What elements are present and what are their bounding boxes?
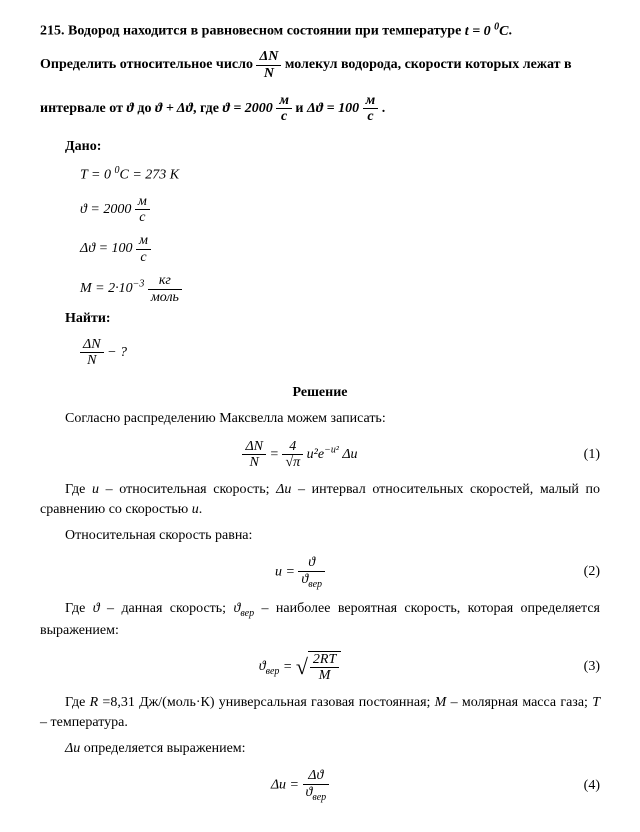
given-theta: ϑ = 2000 м с xyxy=(80,194,600,226)
problem-number: 215. xyxy=(40,24,65,39)
problem-text-6: , где xyxy=(193,101,219,116)
eq-num-4: (4) xyxy=(560,776,600,796)
problem-text-5: до xyxy=(137,101,151,116)
theta-value: ϑ = 2000 м с xyxy=(222,101,295,116)
problem-text-1: Водород находится в равновесном состояни… xyxy=(68,24,461,39)
solution-p6: Δu определяется выражением: xyxy=(40,739,600,759)
solution-p3: Относительная скорость равна: xyxy=(40,526,600,546)
solution-title: Решение xyxy=(40,383,600,403)
eq-num-2: (2) xyxy=(560,562,600,582)
given-label: Дано: xyxy=(65,137,600,157)
problem-text-2: Определить относительное число xyxy=(40,57,253,72)
problem-statement: 215. Водород находится в равновесном сос… xyxy=(40,20,600,41)
solution-p5: Где R =8,31 Дж/(моль·К) универсальная га… xyxy=(40,693,600,732)
given-T: T = 0 0C = 273 К xyxy=(80,164,600,185)
temp-expr: t = 0 0С xyxy=(465,24,509,39)
solution-p2: Где u – относительная скорость; Δu – инт… xyxy=(40,480,600,519)
equation-1: ΔN N = 4 √π u²e−u² Δu (1) xyxy=(40,439,600,471)
theta-plus: ϑ + Δϑ xyxy=(155,101,193,116)
solution-p1: Согласно распределению Максвелла можем з… xyxy=(40,409,600,429)
equation-3: ϑвер = √ 2RT M (3) xyxy=(40,651,600,684)
theta-var: ϑ xyxy=(126,101,133,116)
eq-num-3: (3) xyxy=(560,657,600,677)
equation-4: Δu = Δϑ ϑвер (4) xyxy=(40,768,600,802)
period: . xyxy=(382,101,386,116)
find-expr: ΔN N − ? xyxy=(80,337,600,369)
problem-statement-3: интервале от ϑ до ϑ + Δϑ, где ϑ = 2000 м… xyxy=(40,93,600,125)
given-dtheta: Δϑ = 100 м с xyxy=(80,233,600,265)
solution-p4: Где ϑ – данная скорость; ϑвер – наиболее… xyxy=(40,599,600,640)
eq-num-1: (1) xyxy=(560,445,600,465)
dtheta-value: Δϑ = 100 м с xyxy=(307,101,382,116)
problem-text-4: интервале от xyxy=(40,101,123,116)
find-label: Найти: xyxy=(65,309,600,329)
problem-text-3: молекул водорода, скорости которых лежат… xyxy=(285,57,572,72)
equation-2: u = ϑ ϑвер (2) xyxy=(40,555,600,589)
problem-statement-2: Определить относительное число ΔN N моле… xyxy=(40,49,600,81)
problem-text-7: и xyxy=(295,101,303,116)
dn-over-n: ΔN N xyxy=(256,49,281,81)
given-M: M = 2·10−3 кг моль xyxy=(80,273,600,305)
